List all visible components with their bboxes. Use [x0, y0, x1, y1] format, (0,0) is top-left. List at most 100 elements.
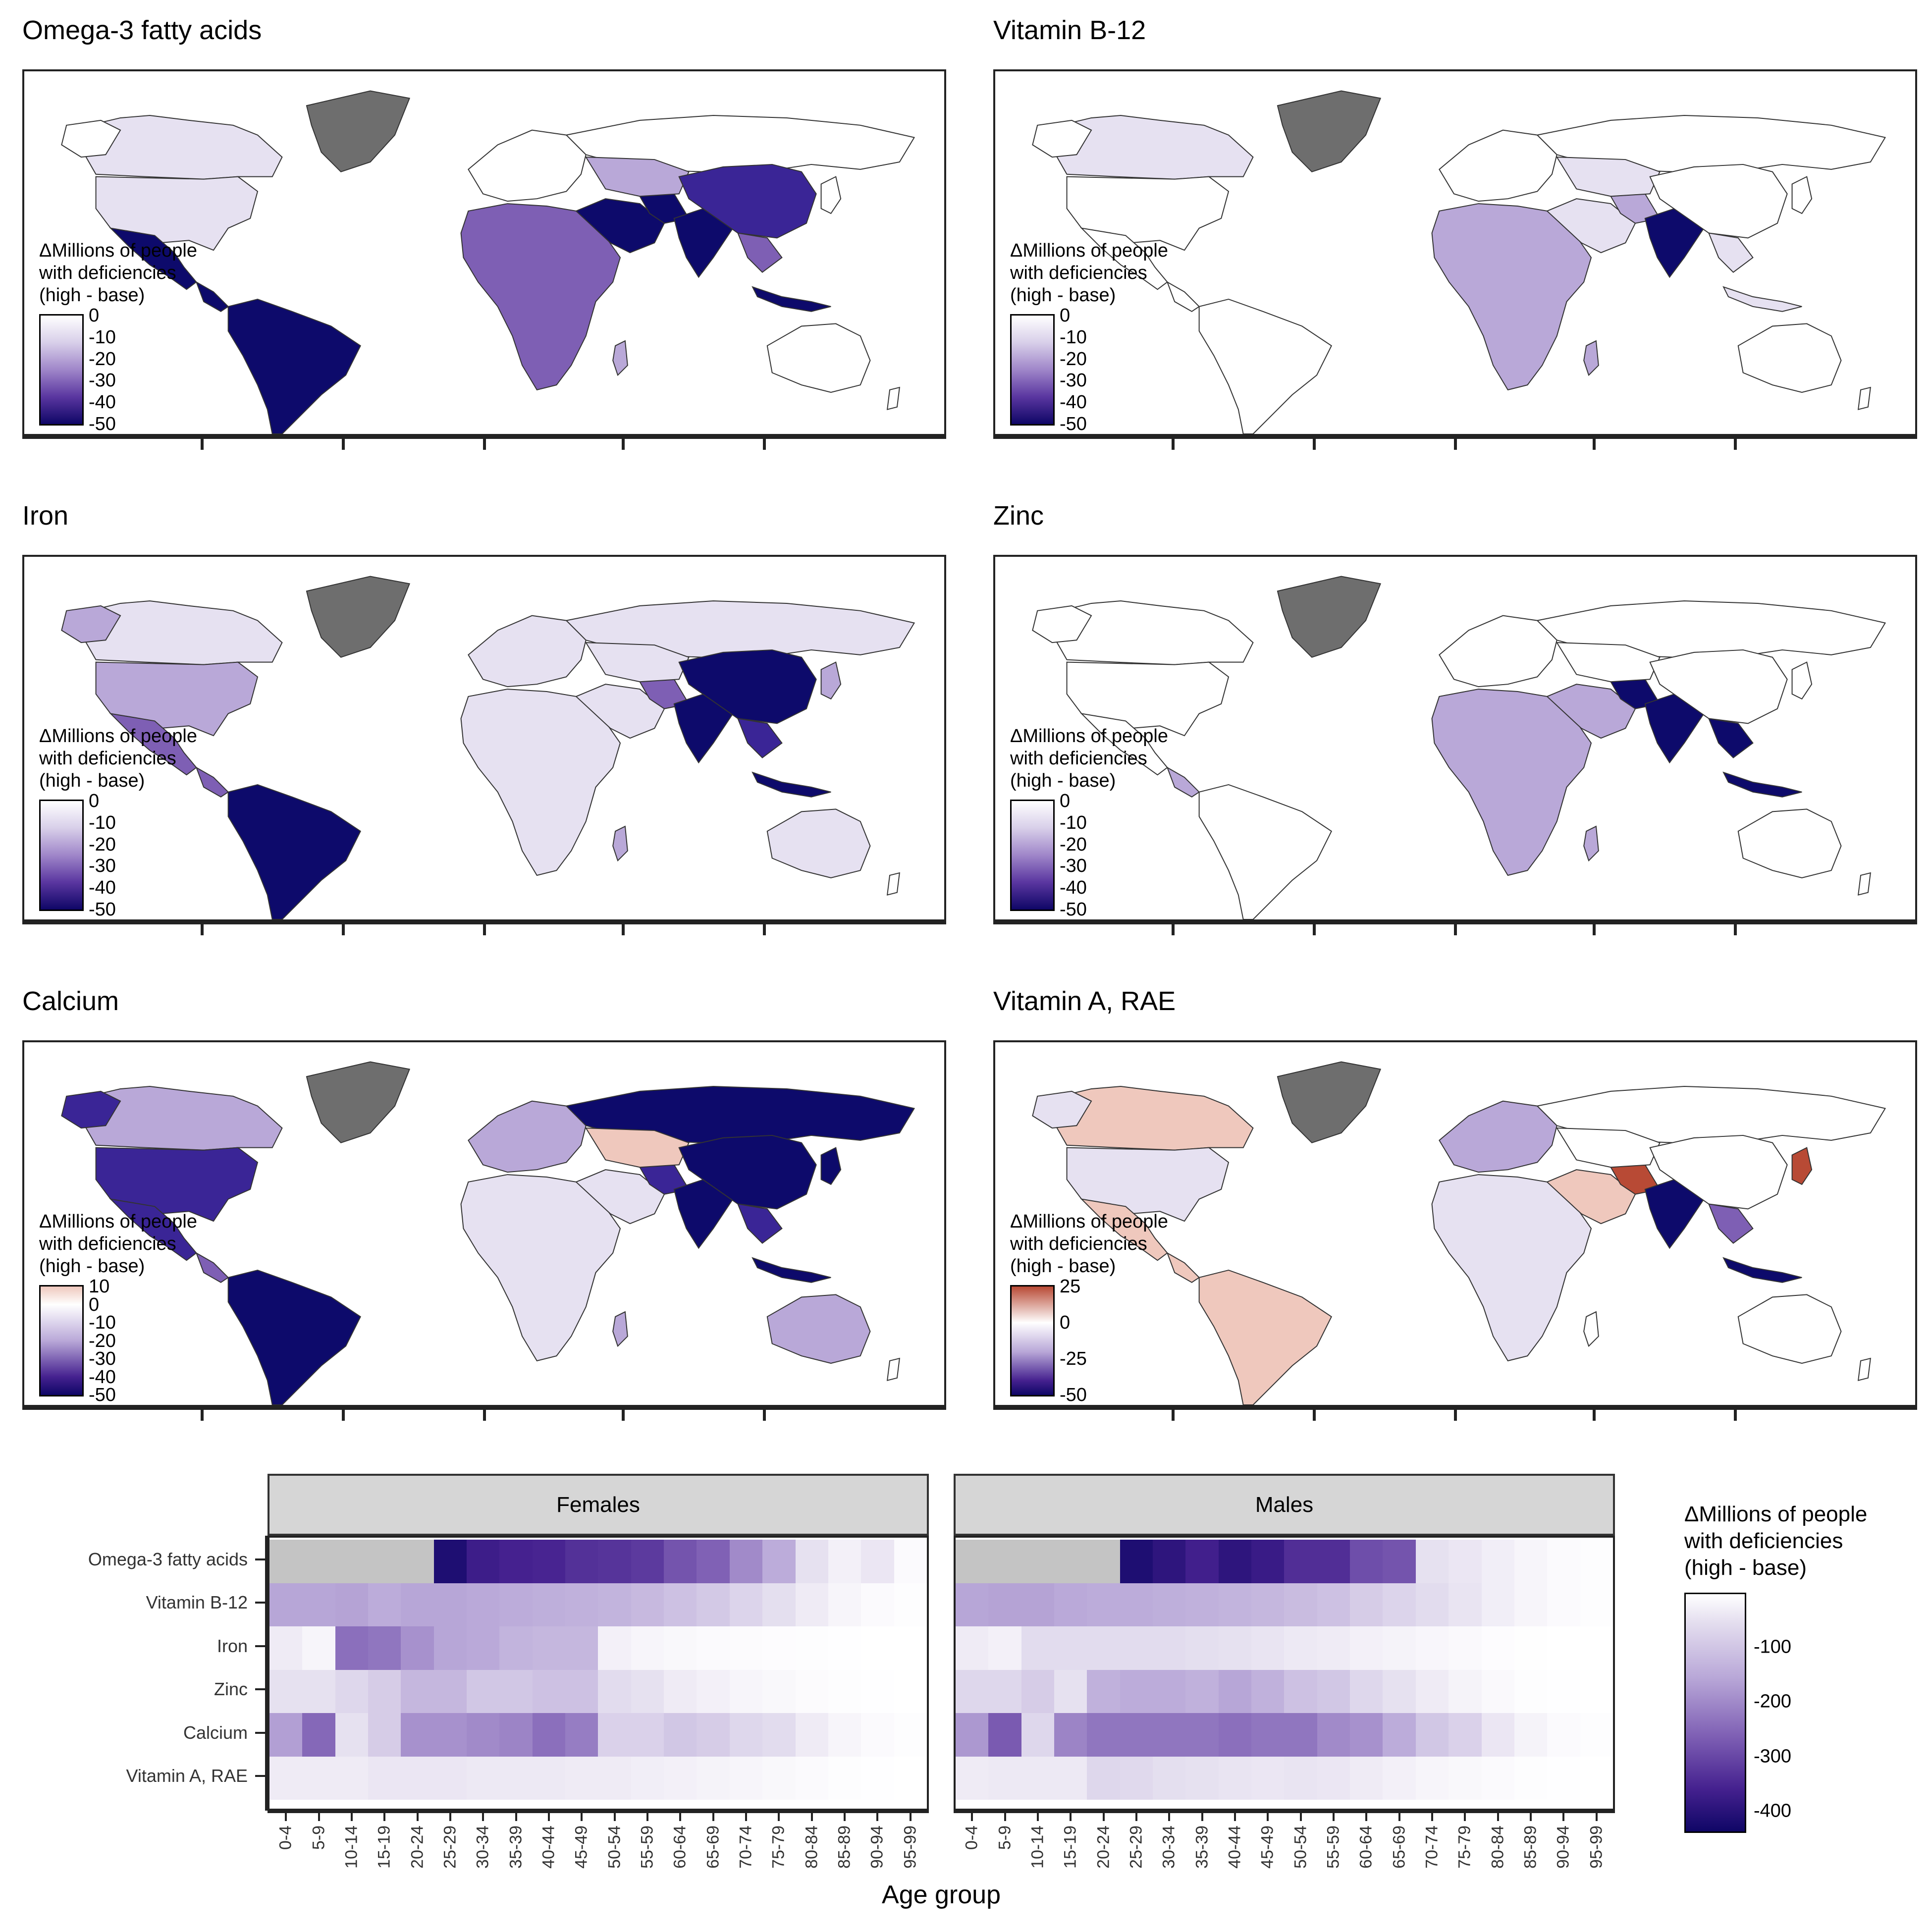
map-x-tick — [483, 924, 486, 935]
region-indonesia — [1722, 286, 1802, 312]
region-greenland — [1277, 1061, 1382, 1143]
map-x-axis-line — [993, 1407, 1917, 1410]
map-x-tick — [763, 924, 766, 935]
region-mexico — [109, 1198, 197, 1261]
map-legend-tick-label: -30 — [89, 370, 116, 391]
world-map-svg — [1032, 90, 1886, 434]
heatmap-cell — [894, 1583, 927, 1626]
region-canada — [78, 1086, 283, 1151]
heatmap-cell — [1481, 1540, 1514, 1583]
heatmap-cell — [729, 1713, 763, 1757]
map-legend-tick-label: 10 — [89, 1276, 110, 1297]
map-legend-tick-label: 0 — [1060, 305, 1071, 326]
map-legend-tick-label: -30 — [89, 856, 116, 877]
legend-title-line: ΔMillions of people — [39, 240, 197, 261]
legend-title-line: with deficiencies — [39, 748, 176, 769]
heatmap-cell — [861, 1583, 894, 1626]
heatmap-age-label: 20-24 — [408, 1825, 427, 1869]
heatmap-cell — [1350, 1583, 1383, 1626]
heatmap-cell — [1251, 1756, 1285, 1800]
region-centralasia — [1556, 1127, 1661, 1168]
map-x-tick — [342, 439, 345, 450]
heatmap-cell — [1415, 1583, 1449, 1626]
region-japan — [1791, 661, 1813, 700]
world-map-svg — [1032, 576, 1886, 919]
heatmap-cell — [762, 1669, 796, 1713]
heatmap-row-label: Calcium — [183, 1722, 248, 1743]
heatmap-cell — [729, 1626, 763, 1670]
heatmap-cell — [1185, 1713, 1219, 1757]
map-x-tick — [622, 439, 625, 450]
region-japan — [820, 176, 842, 215]
world-map: ΔMillions of people with deficiencies (hig… — [22, 69, 946, 436]
heatmap-cell — [1185, 1540, 1219, 1583]
heatmap-cell — [1218, 1669, 1252, 1713]
region-indonesia — [1722, 1257, 1802, 1283]
heatmap-x-tick — [1464, 1813, 1466, 1821]
heatmap-cell — [1153, 1626, 1186, 1670]
heatmap-cell — [1449, 1669, 1482, 1713]
heatmap-row-label: Vitamin A, RAE — [126, 1766, 248, 1786]
heatmap-cell — [598, 1756, 631, 1800]
heatmap-row — [269, 1713, 927, 1757]
heatmap-x-tick — [285, 1813, 287, 1821]
heatmap-cell — [729, 1540, 763, 1583]
map-legend-tick-label: -40 — [89, 877, 116, 899]
heatmap-cell — [1514, 1756, 1548, 1800]
heatmap-cell — [795, 1626, 828, 1670]
heatmap-cell — [1251, 1626, 1285, 1670]
heatmap-cell — [956, 1713, 989, 1757]
heatmap-age-label: 55-59 — [638, 1825, 657, 1869]
heatmap-cell — [697, 1540, 730, 1583]
map-legend-tick-label: -50 — [89, 414, 116, 434]
heatmap-cell — [467, 1540, 500, 1583]
map-legend-title: ΔMillions of people with deficiencies (hig… — [39, 725, 197, 792]
heatmap-row-label: Zinc — [214, 1679, 248, 1700]
region-nz — [1857, 386, 1871, 410]
region-canada — [1049, 600, 1254, 665]
heatmap-cell — [729, 1669, 763, 1713]
map-x-tick — [483, 1410, 486, 1421]
heatmap-cell — [368, 1756, 401, 1800]
region-europe — [468, 615, 587, 688]
heatmap-row — [956, 1713, 1613, 1757]
region-madagascar — [1583, 340, 1599, 376]
heatmap-cell — [565, 1626, 598, 1670]
heatmap-row — [956, 1540, 1613, 1583]
heatmap-cell — [1284, 1756, 1317, 1800]
heatmap-cell — [401, 1713, 434, 1757]
map-legend-title: ΔMillions of people with deficiencies (hig… — [1010, 725, 1168, 792]
heatmap-cell — [1087, 1669, 1120, 1713]
heatmap-cell — [368, 1713, 401, 1757]
legend-title-line: with deficiencies — [39, 263, 176, 283]
heatmap-cell — [1449, 1540, 1482, 1583]
region-australia — [766, 323, 871, 393]
region-japan — [820, 1147, 842, 1185]
heatmap-cell — [894, 1626, 927, 1670]
region-canada — [78, 115, 283, 180]
heatmap-cell — [988, 1669, 1021, 1713]
heatmap-x-tick — [416, 1813, 419, 1821]
heatmap-x-tick — [350, 1813, 353, 1821]
map-legend-tick-label: -20 — [1060, 348, 1087, 370]
heatmap-x-tick — [482, 1813, 484, 1821]
map-title: Zinc — [993, 501, 1044, 531]
heatmap-x-tick — [1267, 1813, 1269, 1821]
heatmap-x-tick — [449, 1813, 451, 1821]
heatmap-cell — [1350, 1626, 1383, 1670]
map-x-tick — [1313, 924, 1316, 935]
heatmap-row — [269, 1540, 927, 1583]
map-legend-tick-label: 0 — [89, 791, 100, 811]
region-southam — [1198, 1269, 1333, 1405]
map-title: Calcium — [22, 986, 119, 1016]
heatmap-cell — [1021, 1540, 1055, 1583]
heatmap-cell — [1547, 1713, 1580, 1757]
map-legend-colorbar — [39, 1285, 84, 1396]
heatmap-cell — [1383, 1713, 1416, 1757]
heatmap-row-label: Iron — [216, 1635, 248, 1656]
region-madagascar — [612, 1311, 628, 1347]
heatmap-cell — [1185, 1583, 1219, 1626]
map-x-tick — [342, 1410, 345, 1421]
region-africa — [1431, 203, 1592, 391]
map-x-tick — [1593, 1410, 1596, 1421]
